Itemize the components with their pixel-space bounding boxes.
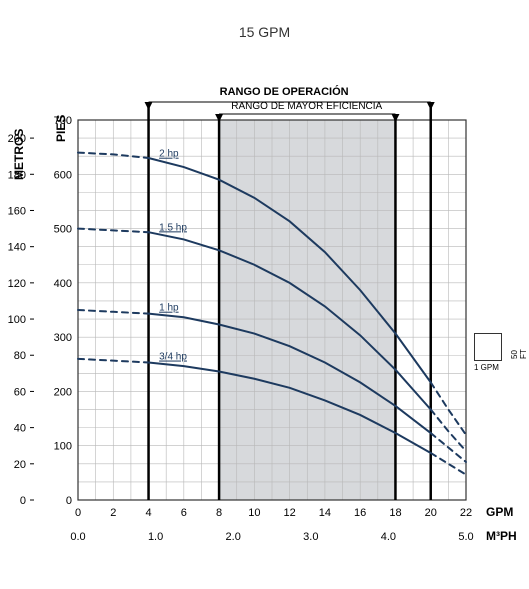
svg-text:2.0: 2.0 bbox=[226, 531, 241, 543]
svg-text:5.0: 5.0 bbox=[458, 531, 473, 543]
svg-text:500: 500 bbox=[54, 224, 72, 236]
svg-text:400: 400 bbox=[54, 278, 72, 290]
legend-1gpm: 1 GPM bbox=[474, 363, 499, 372]
svg-text:16: 16 bbox=[354, 507, 366, 519]
svg-text:2: 2 bbox=[110, 507, 116, 519]
svg-text:160: 160 bbox=[8, 205, 26, 217]
svg-text:10: 10 bbox=[248, 507, 260, 519]
svg-text:1.5 hp: 1.5 hp bbox=[159, 222, 187, 233]
svg-text:4.0: 4.0 bbox=[381, 531, 396, 543]
svg-text:0: 0 bbox=[66, 495, 72, 507]
svg-text:140: 140 bbox=[8, 242, 26, 254]
legend-50ft: 50 FT bbox=[510, 340, 528, 359]
svg-text:2 hp: 2 hp bbox=[159, 149, 179, 160]
svg-text:1 hp: 1 hp bbox=[159, 303, 179, 314]
y-axis-metros-label: METROS bbox=[12, 129, 26, 180]
svg-text:100: 100 bbox=[8, 314, 26, 326]
svg-text:12: 12 bbox=[284, 507, 296, 519]
chart-container: 15 GPM RANGO DE OPERACIÓN RANGO DE MAYOR… bbox=[0, 0, 529, 589]
svg-text:600: 600 bbox=[54, 169, 72, 181]
y-axis-pies-label: PIES bbox=[54, 115, 68, 142]
svg-text:18: 18 bbox=[389, 507, 401, 519]
operating-range-label: RANGO DE OPERACIÓN bbox=[220, 86, 349, 98]
svg-text:1.0: 1.0 bbox=[148, 531, 163, 543]
svg-text:8: 8 bbox=[216, 507, 222, 519]
svg-text:14: 14 bbox=[319, 507, 331, 519]
svg-text:40: 40 bbox=[14, 423, 26, 435]
svg-text:100: 100 bbox=[54, 441, 72, 453]
svg-text:GPM: GPM bbox=[486, 505, 513, 519]
svg-text:0.0: 0.0 bbox=[70, 531, 85, 543]
svg-text:M³PH: M³PH bbox=[486, 529, 517, 543]
svg-text:80: 80 bbox=[14, 350, 26, 362]
svg-text:20: 20 bbox=[14, 459, 26, 471]
chart-title: 15 GPM bbox=[0, 24, 529, 40]
svg-text:0: 0 bbox=[75, 507, 81, 519]
svg-text:3.0: 3.0 bbox=[303, 531, 318, 543]
legend-box bbox=[474, 333, 502, 361]
svg-text:300: 300 bbox=[54, 332, 72, 344]
efficiency-range-label: RANGO DE MAYOR EFICIENCIA bbox=[231, 101, 382, 112]
svg-text:60: 60 bbox=[14, 386, 26, 398]
svg-text:4: 4 bbox=[145, 507, 151, 519]
svg-text:20: 20 bbox=[425, 507, 437, 519]
svg-text:0: 0 bbox=[20, 495, 26, 507]
svg-text:3/4 hp: 3/4 hp bbox=[159, 352, 187, 363]
svg-text:6: 6 bbox=[181, 507, 187, 519]
svg-text:22: 22 bbox=[460, 507, 472, 519]
svg-text:200: 200 bbox=[54, 386, 72, 398]
svg-text:120: 120 bbox=[8, 278, 26, 290]
